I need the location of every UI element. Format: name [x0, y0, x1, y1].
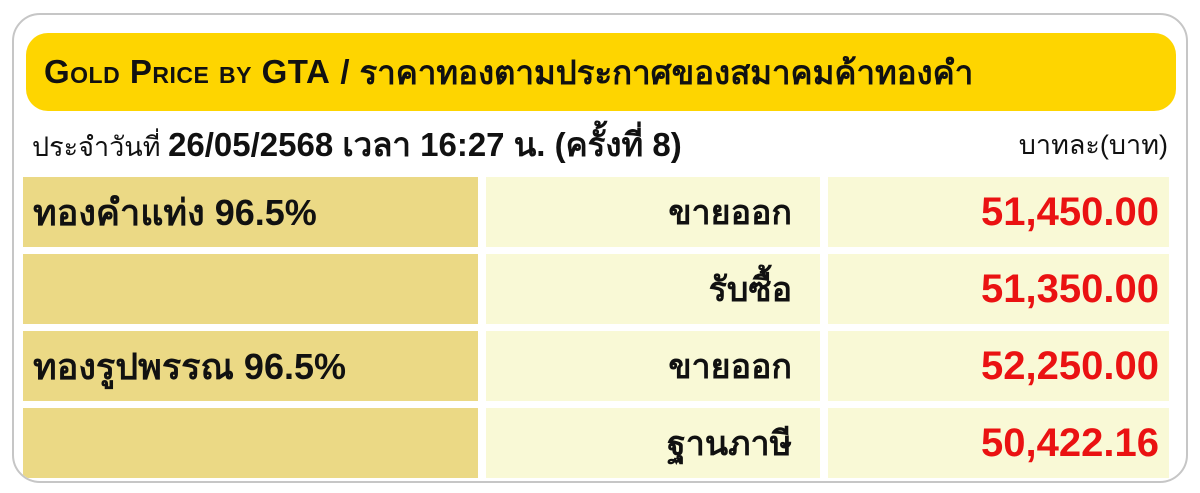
gold-type-label-cell: ทองคำแท่ง 96.5% [23, 177, 478, 247]
date-line: ประจำวันที่ 26/05/2568 เวลา 16:27 น. (คร… [32, 118, 682, 171]
panel-title-bar: Gold Price by GTA / ราคาทองตามประกาศของส… [26, 33, 1176, 111]
transaction-type-cell: ฐานภาษี [486, 408, 820, 478]
price-value-cell: 50,422.16 [828, 408, 1169, 478]
date-value: 26/05/2568 เวลา 16:27 น. (ครั้งที่ 8) [168, 125, 682, 163]
title-english: Gold Price by GTA [44, 53, 331, 90]
price-table: ทองคำแท่ง 96.5% ขายออก 51,450.00 รับซื้อ… [23, 177, 1169, 478]
unit-label: บาทละ(บาท) [1018, 129, 1168, 160]
gold-type-label-cell: ทองรูปพรรณ 96.5% [23, 331, 478, 401]
transaction-type-cell: รับซื้อ [486, 254, 820, 324]
price-value-cell: 51,450.00 [828, 177, 1169, 247]
title-thai: ราคาทองตามประกาศของสมาคมค้าทองคำ [359, 53, 974, 91]
gold-type-label-cell [23, 408, 478, 478]
price-value-cell: 51,350.00 [828, 254, 1169, 324]
transaction-type-cell: ขายออก [486, 331, 820, 401]
transaction-type-cell: ขายออก [486, 177, 820, 247]
price-panel: Gold Price by GTA / ราคาทองตามประกาศของส… [12, 13, 1188, 483]
title-separator: / [340, 53, 350, 90]
price-value-cell: 52,250.00 [828, 331, 1169, 401]
info-bar: ประจำวันที่ 26/05/2568 เวลา 16:27 น. (คร… [14, 111, 1186, 177]
date-prefix: ประจำวันที่ [32, 131, 161, 162]
gold-type-label-cell [23, 254, 478, 324]
